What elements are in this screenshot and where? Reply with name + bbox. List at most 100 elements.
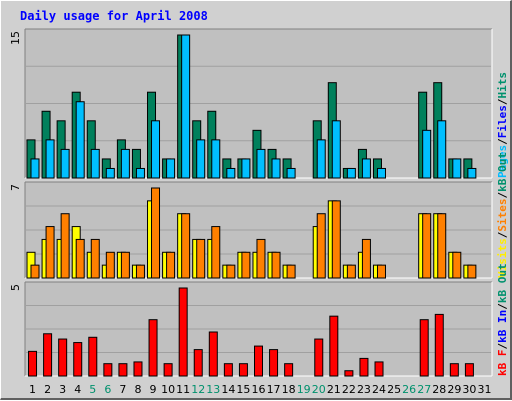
bar <box>30 158 40 179</box>
bar <box>208 331 218 377</box>
bar <box>151 120 161 179</box>
bar <box>45 139 55 179</box>
side-legend-part: Hits <box>496 72 509 99</box>
series-sites <box>30 187 477 279</box>
bar <box>359 357 369 377</box>
bar <box>75 101 85 179</box>
bar <box>269 349 279 377</box>
x-tick-label: 29 <box>447 383 461 396</box>
x-tick-label: 23 <box>357 383 371 396</box>
y-max-label: 5 <box>9 284 22 291</box>
x-tick-label: 5 <box>89 383 96 396</box>
bar <box>60 213 70 279</box>
bar <box>178 287 188 377</box>
bar <box>105 167 115 179</box>
y-max-label: 7 <box>9 184 22 191</box>
bar <box>58 338 68 377</box>
x-tick-label: 10 <box>161 383 175 396</box>
bar <box>374 361 384 377</box>
side-legend-part: kB Out <box>496 152 509 192</box>
bar <box>316 139 326 179</box>
y-max-label: 15 <box>9 31 22 45</box>
bar <box>271 251 281 279</box>
bar <box>28 350 38 377</box>
bar <box>118 363 128 377</box>
bar <box>422 213 432 279</box>
side-legend: kB F/kB In/kB Out <box>496 263 509 376</box>
x-tick-label: 30 <box>462 383 476 396</box>
x-tick-label: 15 <box>236 383 250 396</box>
bar <box>133 361 143 377</box>
bar <box>196 139 206 179</box>
bar <box>329 315 339 377</box>
side-legend-part: kB F <box>496 350 509 377</box>
x-tick-label: 31 <box>477 383 491 396</box>
series-kb-f <box>28 287 474 377</box>
side-legend-part: / <box>496 231 509 238</box>
x-tick-label: 28 <box>432 383 446 396</box>
x-tick-label: 12 <box>191 383 205 396</box>
bar <box>30 264 40 279</box>
bar <box>361 158 371 179</box>
bar <box>166 158 176 179</box>
bar <box>88 336 98 377</box>
series-files <box>30 34 477 179</box>
bar <box>449 363 459 377</box>
bar <box>464 363 474 377</box>
bar <box>452 158 462 179</box>
side-legend-part: kB Out <box>496 263 509 303</box>
x-tick-label: 18 <box>282 383 296 396</box>
bar <box>346 167 356 179</box>
bar <box>193 349 203 377</box>
bar <box>148 319 158 377</box>
bar <box>45 226 55 279</box>
bar <box>120 251 130 279</box>
bar <box>151 187 161 279</box>
bar <box>316 213 326 279</box>
bar <box>211 226 221 279</box>
bar <box>135 167 145 179</box>
x-tick-label: 26 <box>402 383 416 396</box>
bar <box>422 129 432 179</box>
bar <box>314 338 324 377</box>
bar <box>346 264 356 279</box>
side-legend-part: / <box>496 343 509 350</box>
bar <box>286 167 296 179</box>
bar <box>376 264 386 279</box>
x-tick-label: 9 <box>150 383 157 396</box>
x-tick-label: 4 <box>74 383 81 396</box>
bar <box>467 167 477 179</box>
bar <box>90 148 100 179</box>
side-legend: Visits/Sites/kB Out <box>496 152 509 278</box>
bar <box>238 363 248 377</box>
bar <box>90 238 100 279</box>
side-legend-part: Sites <box>496 199 509 232</box>
bar <box>163 363 173 377</box>
bar <box>256 238 266 279</box>
bar <box>75 238 85 279</box>
bar <box>254 345 263 377</box>
bar <box>43 333 53 377</box>
x-tick-label: 27 <box>417 383 431 396</box>
side-legend-part: kB In <box>496 310 509 343</box>
bar <box>181 213 191 279</box>
x-tick-label: 24 <box>372 383 386 396</box>
bar <box>166 251 176 279</box>
bar <box>181 34 191 179</box>
bar <box>331 200 341 279</box>
x-tick-label: 2 <box>44 383 51 396</box>
bar <box>226 264 236 279</box>
panel-kbytes: 5kB F/kB In/kB Out <box>9 263 509 377</box>
x-tick-label: 8 <box>134 383 141 396</box>
side-legend-part: Visits <box>496 238 509 278</box>
bar <box>467 264 477 279</box>
x-tick-label: 6 <box>104 383 111 396</box>
x-tick-label: 19 <box>297 383 311 396</box>
x-tick-label: 22 <box>342 383 356 396</box>
x-tick-label: 1 <box>29 383 36 396</box>
bar <box>211 139 221 179</box>
